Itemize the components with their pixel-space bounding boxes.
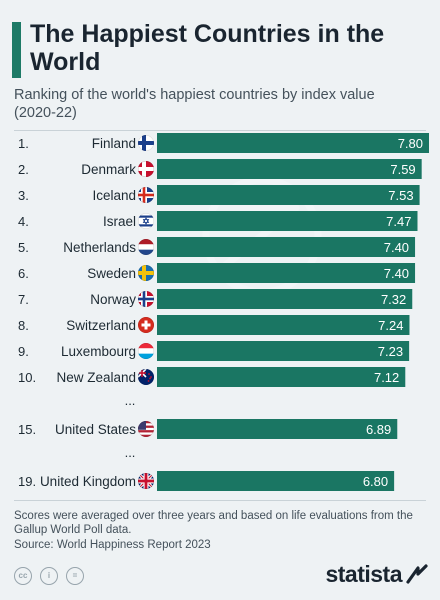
country-label: Norway <box>90 292 136 307</box>
bar-chart: 1. Finland 7.80 2. Denmark 7.59 3. Iceland 7.53 4… <box>18 133 429 491</box>
value-label: 7.40 <box>384 240 409 255</box>
footnote: Scores were averaged over three years an… <box>14 510 413 536</box>
row-ellipsis: ... <box>125 445 136 460</box>
country-label: Iceland <box>92 188 136 203</box>
country-label: Finland <box>92 136 136 151</box>
value-label: 6.89 <box>366 422 391 437</box>
value-label: 7.32 <box>381 292 406 307</box>
statista-logo[interactable]: statista <box>325 561 402 587</box>
switzerland-flag-icon <box>138 316 155 333</box>
bar-united-states <box>157 419 398 439</box>
chart-subtitle: Ranking of the world's happiest countrie… <box>14 87 375 121</box>
value-label: 7.40 <box>384 266 409 281</box>
sweden-flag-icon <box>138 264 155 281</box>
rank-label: 10. <box>18 370 36 385</box>
rank-label: 4. <box>18 214 29 229</box>
united-states-flag-icon <box>138 420 155 437</box>
luxembourg-flag-icon <box>138 342 155 359</box>
rank-label: 15. <box>18 422 36 437</box>
country-label: United States <box>55 422 136 437</box>
country-label: Denmark <box>81 162 136 177</box>
value-label: 7.24 <box>378 318 403 333</box>
country-label: Switzerland <box>66 318 136 333</box>
bar-denmark <box>157 159 422 179</box>
value-label: 6.80 <box>363 474 388 489</box>
value-label: 7.23 <box>378 344 403 359</box>
value-label: 7.80 <box>398 136 423 151</box>
netherlands-flag-icon <box>138 239 155 256</box>
country-label: Israel <box>103 214 136 229</box>
new-zealand-flag-icon <box>138 368 155 385</box>
rank-label: 9. <box>18 344 29 359</box>
chart-title: The Happiest Countries in the World <box>30 20 385 76</box>
source-note: Source: World Happiness Report 2023 <box>14 539 211 551</box>
rank-label: 1. <box>18 136 29 151</box>
bar-finland <box>157 133 429 153</box>
country-label: Netherlands <box>63 240 136 255</box>
attribution-icon[interactable]: i <box>40 567 58 585</box>
rank-label: 19. <box>18 474 36 489</box>
denmark-flag-icon <box>138 161 155 178</box>
country-label: New Zealand <box>56 370 136 385</box>
finland-flag-icon <box>138 135 155 152</box>
bar-norway <box>157 289 413 309</box>
value-label: 7.59 <box>390 162 415 177</box>
israel-flag-icon <box>138 213 155 230</box>
title-accent-bar <box>12 22 21 78</box>
bar-luxembourg <box>157 341 410 361</box>
bar-switzerland <box>157 315 410 335</box>
bar-iceland <box>157 185 420 205</box>
country-label: United Kingdom <box>40 474 136 489</box>
value-label: 7.53 <box>388 188 413 203</box>
rank-label: 7. <box>18 292 29 307</box>
top-divider <box>14 130 426 131</box>
rank-label: 8. <box>18 318 29 333</box>
bar-sweden <box>157 263 416 283</box>
bar-netherlands <box>157 237 416 257</box>
bottom-divider <box>14 500 426 501</box>
rank-label: 3. <box>18 188 29 203</box>
united-kingdom-flag-icon <box>138 472 155 489</box>
value-label: 7.47 <box>386 214 411 229</box>
iceland-flag-icon <box>138 187 155 204</box>
cc-license-icon[interactable]: cc <box>14 567 32 585</box>
norway-flag-icon <box>138 290 155 307</box>
country-label: Luxembourg <box>61 344 136 359</box>
value-label: 7.12 <box>374 370 399 385</box>
rank-label: 5. <box>18 240 29 255</box>
rank-label: 2. <box>18 162 29 177</box>
country-label: Sweden <box>87 266 136 281</box>
rank-label: 6. <box>18 266 29 281</box>
statista-logo-icon <box>406 564 428 584</box>
bar-united-kingdom <box>157 471 395 491</box>
no-derivatives-icon[interactable]: = <box>66 567 84 585</box>
bar-israel <box>157 211 418 231</box>
bar-new-zealand <box>157 367 406 387</box>
row-ellipsis: ... <box>125 393 136 408</box>
